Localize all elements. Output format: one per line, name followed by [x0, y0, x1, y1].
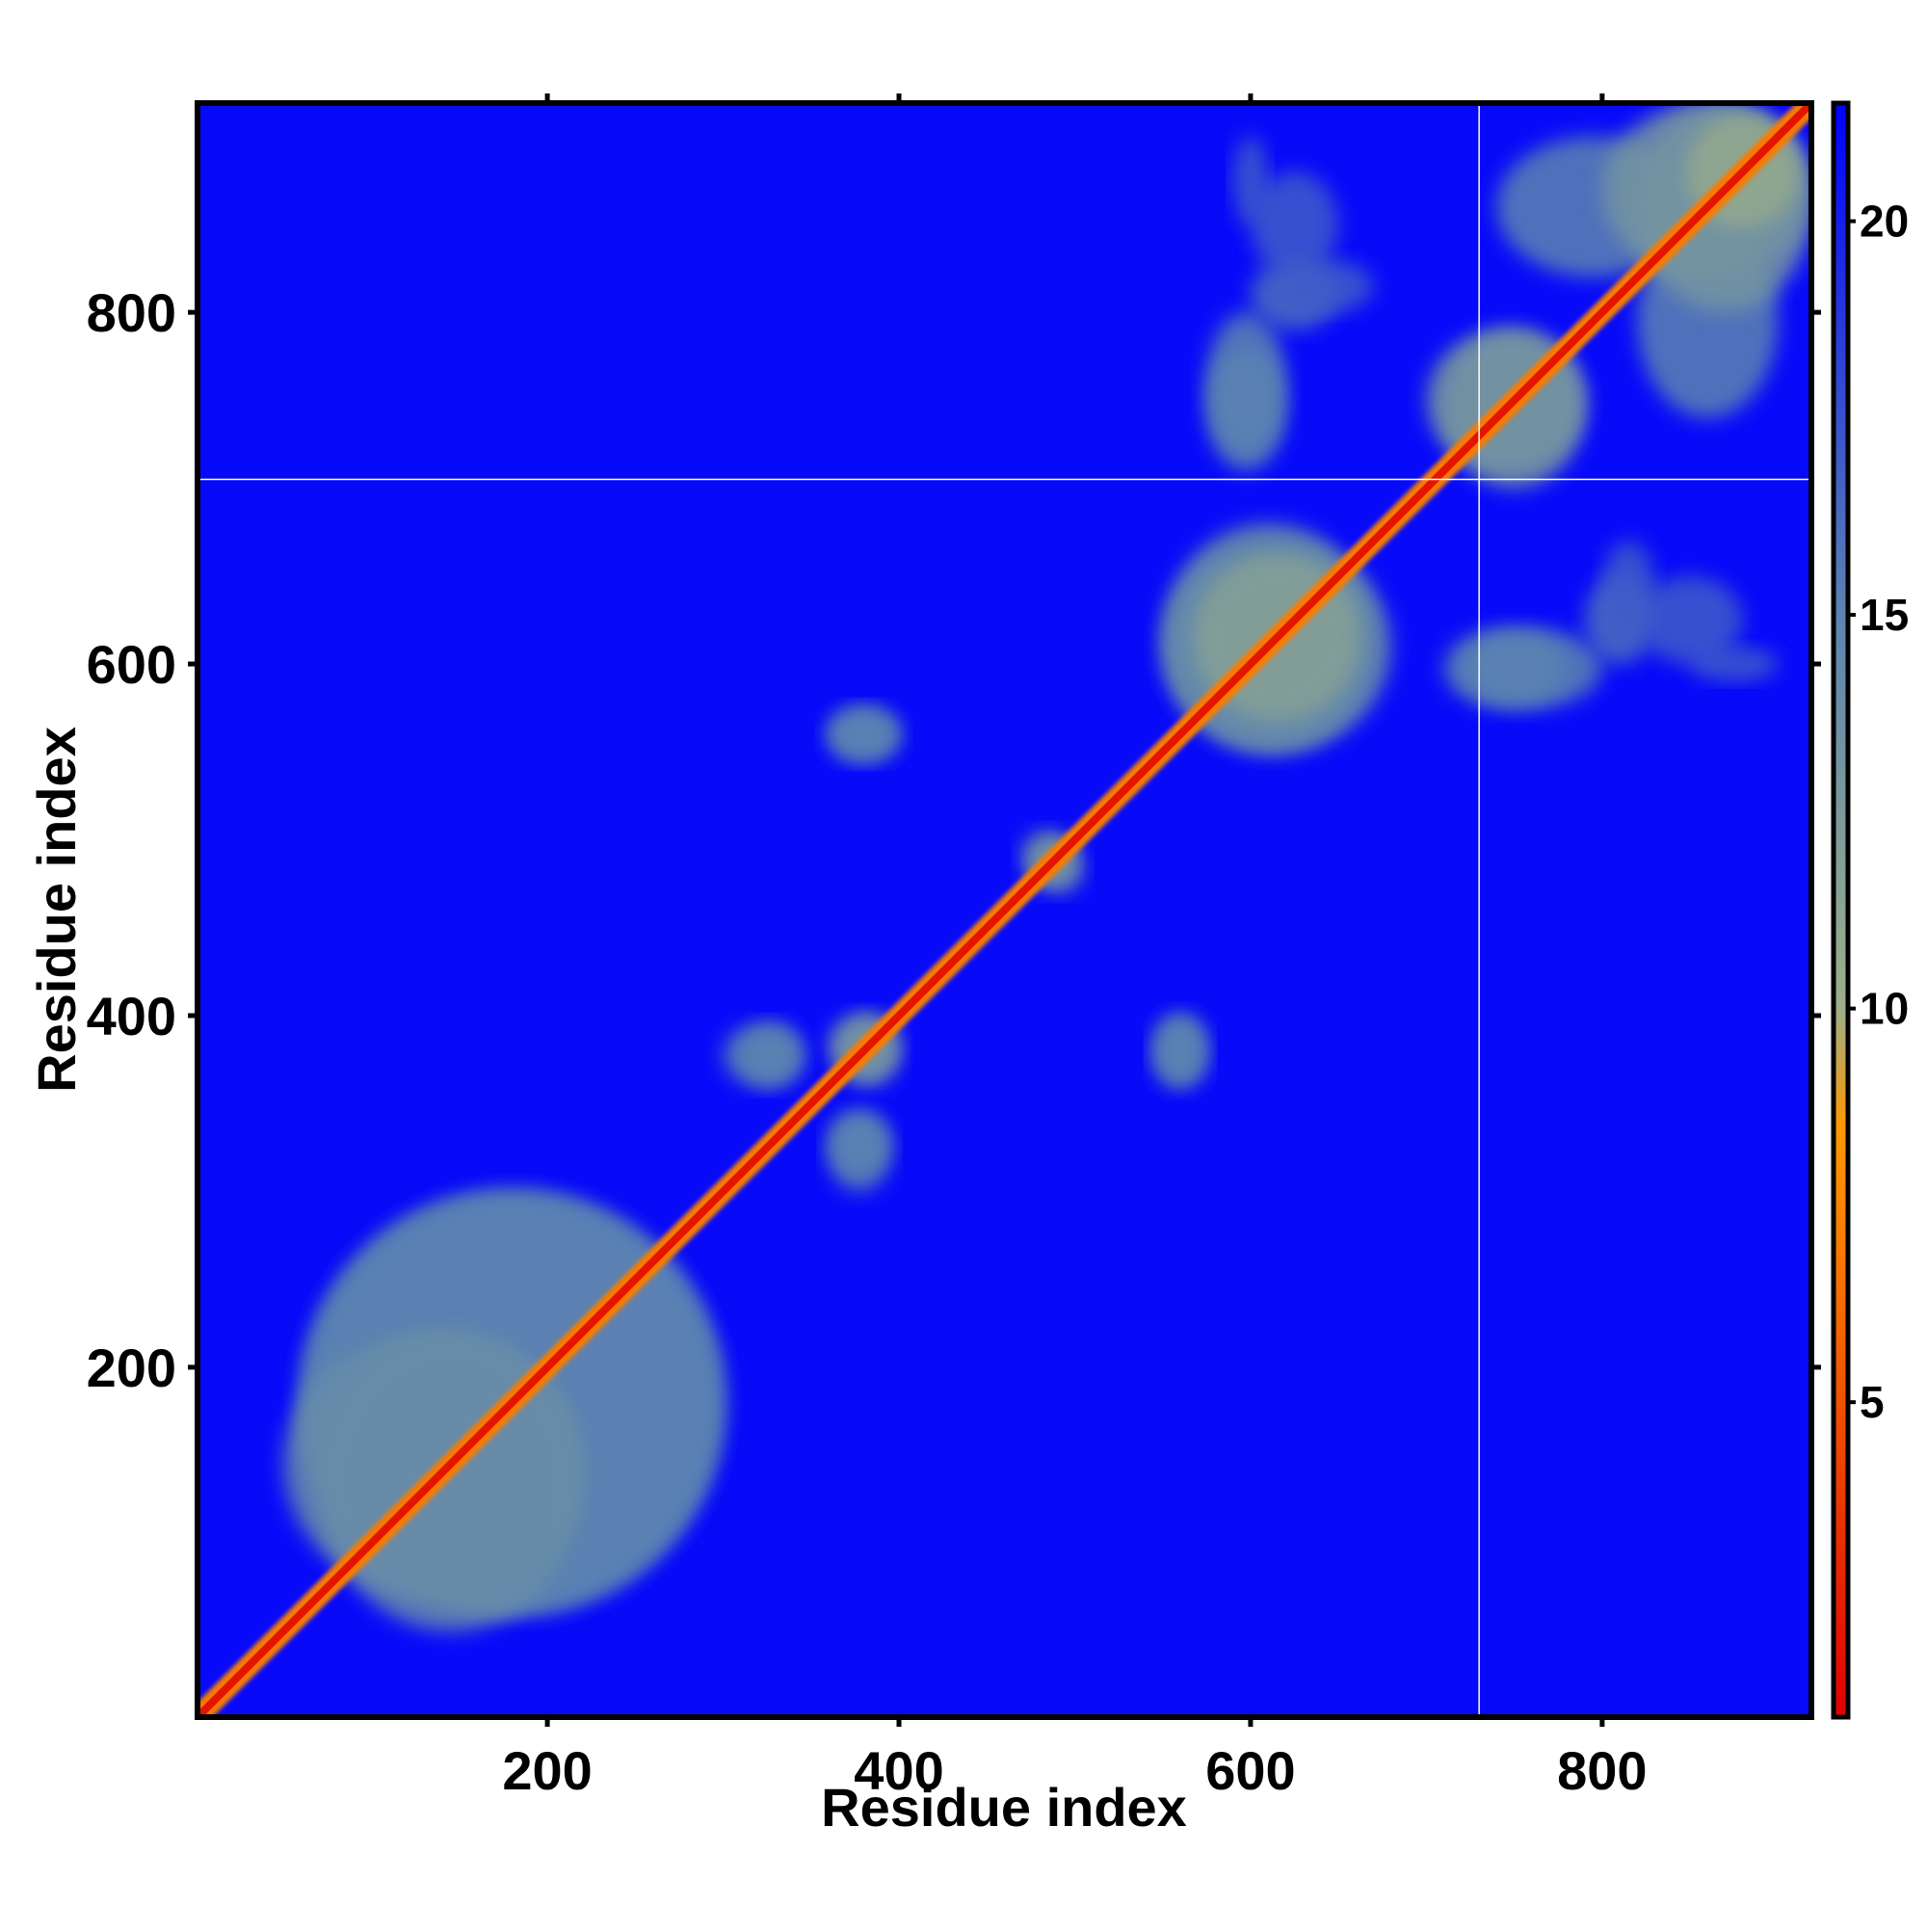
y-axis-label: Residue index [26, 727, 87, 1093]
x-axis-label: Residue index [821, 1777, 1187, 1838]
contact-region-3-mirror [740, 1024, 803, 1086]
x-tick-label: 200 [502, 1740, 592, 1801]
colorbar-tick-label: 20 [1860, 197, 1909, 247]
colorbar [1831, 100, 1851, 1720]
x-tick-label: 800 [1557, 1740, 1647, 1801]
colorbar-tick-label: 15 [1860, 590, 1909, 640]
plot-frame [195, 100, 1814, 1720]
y-axis-ticks: 200 400 600 800 [87, 282, 198, 1398]
y-tick-label: 800 [87, 282, 176, 343]
contact-region-15-mirror [1601, 541, 1655, 629]
diagonal-band [198, 103, 1811, 1717]
contact-region-14 [1250, 172, 1339, 278]
contact-region-3 [829, 1112, 890, 1175]
colorbar-tick-label: 5 [1860, 1377, 1885, 1427]
x-axis-ticks: 200 400 600 800 [502, 1717, 1648, 1801]
contact-region-15 [1285, 259, 1374, 313]
contact-region-13-mirror [1443, 628, 1568, 708]
y-tick-label: 200 [87, 1337, 176, 1398]
x-tick-label: 600 [1205, 1740, 1295, 1801]
colorbar-ticks: 5 10 15 20 [1848, 197, 1909, 1427]
right-axis-ticks [1811, 309, 1821, 1370]
y-tick-label: 400 [87, 986, 176, 1046]
contact-region-13 [1206, 347, 1286, 471]
diagonal-band-core [198, 103, 1811, 1717]
contact-region-14-mirror [1637, 575, 1743, 665]
contact-region-5 [1153, 1015, 1207, 1086]
colorbar-tick-label: 10 [1860, 984, 1909, 1034]
y-tick-label: 600 [87, 634, 176, 695]
contact-region-5-mirror [829, 707, 900, 761]
top-axis-ticks [544, 93, 1605, 103]
x-tick-label: 400 [854, 1740, 943, 1801]
